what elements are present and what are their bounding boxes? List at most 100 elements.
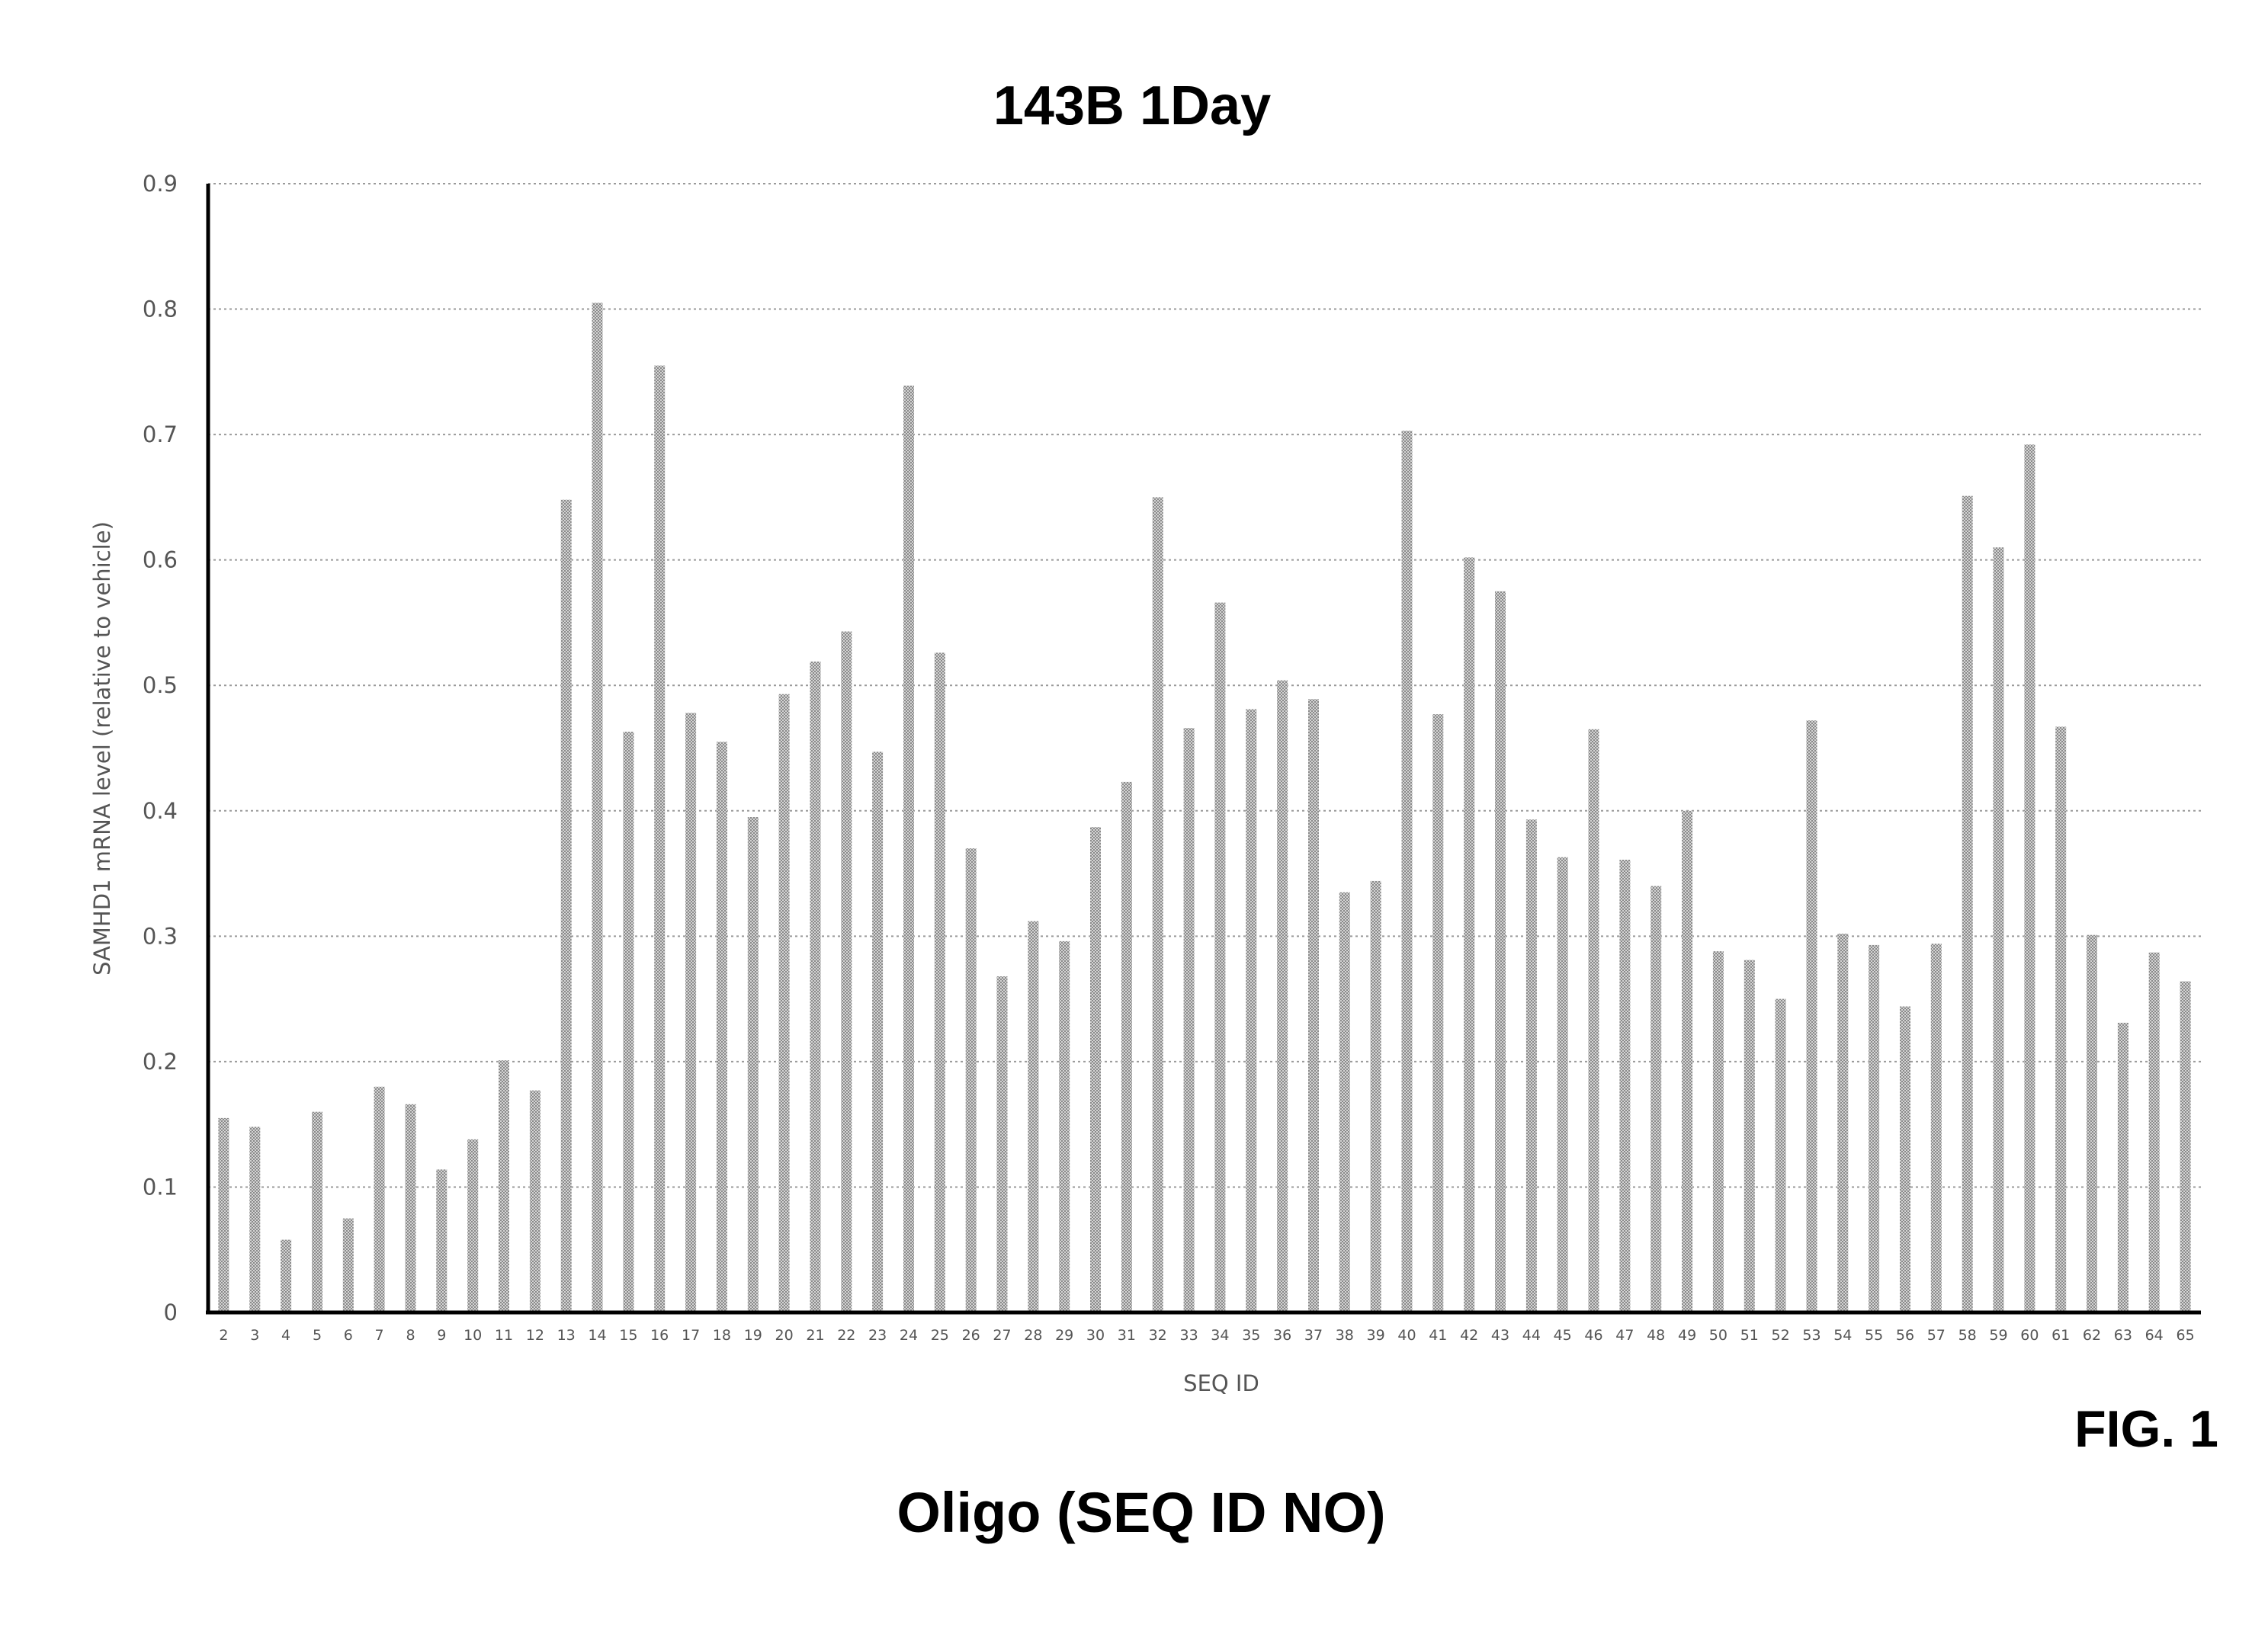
- x-tick-label: 27: [993, 1327, 1011, 1344]
- y-tick-label: 0.9: [143, 171, 178, 197]
- bar-seq-33: [1184, 728, 1195, 1312]
- y-tick-label: 0.8: [143, 296, 178, 322]
- bar-seq-5: [312, 1112, 322, 1312]
- x-tick-label: 9: [437, 1327, 446, 1344]
- x-tick-label: 15: [619, 1327, 637, 1344]
- bar-seq-60: [2024, 444, 2035, 1312]
- bar-seq-48: [1650, 886, 1661, 1313]
- bar-seq-39: [1371, 881, 1381, 1312]
- x-tick-label: 61: [2051, 1327, 2070, 1344]
- x-tick-label: 7: [375, 1327, 384, 1344]
- bar-seq-38: [1339, 893, 1350, 1312]
- x-tick-label: 57: [1927, 1327, 1946, 1344]
- bar-seq-59: [1994, 547, 2004, 1312]
- bar-seq-2: [218, 1118, 229, 1312]
- bar-seq-64: [2149, 953, 2160, 1312]
- x-tick-label: 41: [1429, 1327, 1447, 1344]
- bar-seq-10: [467, 1139, 478, 1312]
- y-tick-label: 0.7: [143, 421, 178, 447]
- x-tick-label: 16: [650, 1327, 669, 1344]
- bar-seq-42: [1464, 557, 1474, 1312]
- x-tick-label: 20: [775, 1327, 794, 1344]
- x-tick-label: 2: [219, 1327, 228, 1344]
- bar-seq-34: [1214, 603, 1225, 1312]
- x-tick-label: 39: [1367, 1327, 1385, 1344]
- x-tick-label: 31: [1118, 1327, 1136, 1344]
- bar-seq-26: [966, 848, 977, 1312]
- x-tick-label: 14: [588, 1327, 606, 1344]
- x-tick-label: 4: [281, 1327, 290, 1344]
- x-tick-label: 54: [1833, 1327, 1852, 1344]
- bar-seq-17: [685, 713, 696, 1312]
- bar-seq-31: [1121, 782, 1132, 1312]
- x-tick-label: 35: [1242, 1327, 1260, 1344]
- bar-seq-52: [1776, 999, 1786, 1312]
- x-tick-label: 64: [2145, 1327, 2164, 1344]
- x-tick-label: 37: [1304, 1327, 1323, 1344]
- bar-seq-13: [561, 500, 572, 1312]
- x-tick-label: 19: [744, 1327, 762, 1344]
- bar-seq-61: [2055, 727, 2066, 1313]
- bar-seq-36: [1277, 681, 1288, 1312]
- x-tick-label: 3: [250, 1327, 259, 1344]
- bar-seq-63: [2118, 1023, 2128, 1312]
- x-tick-label: 50: [1709, 1327, 1727, 1344]
- bar-seq-57: [1931, 944, 1942, 1312]
- bar-seq-6: [343, 1219, 354, 1312]
- x-tick-label: 65: [2177, 1327, 2195, 1344]
- x-tick-label: 30: [1086, 1327, 1105, 1344]
- x-tick-label: 17: [682, 1327, 700, 1344]
- y-tick-label: 0: [164, 1300, 178, 1325]
- x-tick-label: 11: [495, 1327, 513, 1344]
- bar-seq-43: [1495, 591, 1506, 1312]
- bar-seq-44: [1526, 819, 1537, 1312]
- x-tick-label: 12: [526, 1327, 544, 1344]
- x-tick-label: 38: [1336, 1327, 1354, 1344]
- x-tick-label: 33: [1180, 1327, 1198, 1344]
- bar-seq-16: [654, 366, 665, 1312]
- bar-seq-50: [1713, 951, 1724, 1312]
- bar-seq-29: [1059, 941, 1070, 1312]
- x-tick-label: 60: [2020, 1327, 2039, 1344]
- chart-title: 143B 1Day: [993, 75, 1271, 136]
- bar-seq-12: [530, 1091, 541, 1312]
- x-tick-label: 58: [1958, 1327, 1977, 1344]
- bar-seq-41: [1432, 714, 1443, 1312]
- x-tick-label: 28: [1024, 1327, 1042, 1344]
- bar-seq-40: [1402, 431, 1413, 1312]
- bar-seq-4: [281, 1240, 291, 1312]
- bar-seq-62: [2087, 935, 2097, 1312]
- x-tick-label: 36: [1273, 1327, 1291, 1344]
- x-tick-label: 62: [2083, 1327, 2101, 1344]
- x-tick-label: 55: [1865, 1327, 1883, 1344]
- x-tick-label: 52: [1772, 1327, 1790, 1344]
- bar-seq-18: [717, 742, 727, 1312]
- bar-seq-51: [1744, 960, 1755, 1312]
- y-axis-label: SAMHD1 mRNA level (relative to vehicle): [89, 521, 115, 976]
- bars: [218, 303, 2190, 1312]
- bar-seq-35: [1246, 710, 1256, 1313]
- bar-seq-45: [1557, 857, 1568, 1312]
- bar-seq-49: [1682, 811, 1692, 1312]
- x-tick-label: 25: [931, 1327, 949, 1344]
- bar-seq-27: [997, 976, 1008, 1312]
- y-tick-label: 0.5: [143, 672, 178, 698]
- bar-seq-28: [1028, 921, 1038, 1312]
- x-tick-label: 24: [900, 1327, 918, 1344]
- x-axis-label: SEQ ID: [1183, 1370, 1259, 1396]
- x-tick-label: 53: [1802, 1327, 1820, 1344]
- x-tick-label: 44: [1522, 1327, 1541, 1344]
- bar-seq-54: [1837, 934, 1848, 1312]
- x-tick-label: 46: [1584, 1327, 1602, 1344]
- bar-seq-20: [779, 694, 790, 1312]
- bar-seq-65: [2180, 982, 2191, 1312]
- bar-seq-32: [1153, 497, 1163, 1312]
- y-tick-label: 0.6: [143, 547, 178, 573]
- x-tick-label: 18: [713, 1327, 731, 1344]
- bar-seq-46: [1589, 729, 1599, 1312]
- y-tick-label: 0.4: [143, 798, 178, 824]
- x-tick-label: 8: [406, 1327, 415, 1344]
- x-tick-label: 47: [1615, 1327, 1634, 1344]
- bar-seq-47: [1619, 860, 1630, 1312]
